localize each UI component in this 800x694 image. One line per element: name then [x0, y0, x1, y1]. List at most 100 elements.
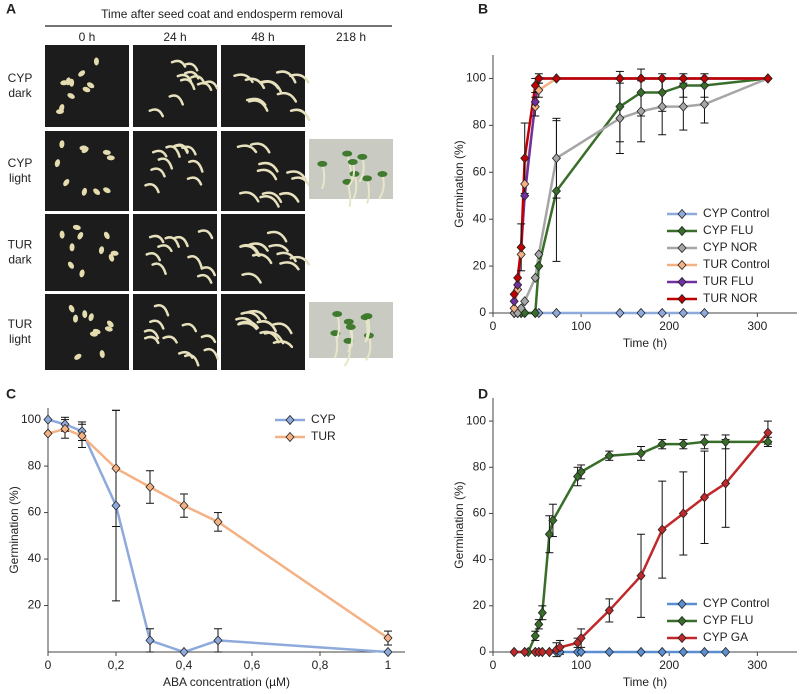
- seedling: [181, 145, 197, 156]
- row-label: TUR: [8, 238, 33, 252]
- seedling: [238, 191, 260, 203]
- marker: [509, 303, 519, 314]
- row-label: dark: [8, 86, 32, 100]
- seedling: [247, 99, 269, 112]
- seedling: [200, 334, 217, 344]
- row-label: dark: [8, 253, 32, 267]
- marker: [548, 515, 558, 526]
- legend-label: CYP NOR: [703, 240, 758, 254]
- seedling: [143, 329, 160, 340]
- seedling: [173, 235, 189, 248]
- legend-marker: [677, 225, 687, 237]
- x-axis-label: Time (h): [623, 336, 667, 350]
- marker: [615, 101, 625, 112]
- marker: [615, 307, 625, 319]
- column-label: 0 h: [79, 30, 96, 44]
- marker: [43, 414, 53, 425]
- marker: [636, 106, 646, 117]
- seedling: [203, 347, 219, 360]
- x-tick-label: 200: [659, 658, 679, 672]
- y-tick-label: 100: [466, 71, 486, 85]
- seedling: [149, 319, 165, 330]
- x-tick-label: 300: [747, 658, 767, 672]
- marker: [721, 436, 731, 447]
- seed: [81, 187, 88, 196]
- y-axis-label: Germination (%): [7, 486, 21, 573]
- marker: [530, 272, 540, 283]
- seed: [93, 57, 99, 66]
- seedling: [233, 73, 254, 84]
- x-tick-label: 0,4: [176, 658, 193, 672]
- x-tick-label: 0: [490, 658, 497, 672]
- marker: [534, 619, 544, 630]
- seedling: [258, 80, 280, 90]
- seed: [67, 261, 75, 269]
- panel-label: B: [478, 1, 488, 17]
- x-axis-label: Time (h): [623, 675, 667, 689]
- seedling: [151, 149, 168, 158]
- column-label: 48 h: [251, 30, 274, 44]
- marker: [636, 570, 646, 581]
- marker: [699, 307, 710, 319]
- seedling: [197, 229, 214, 240]
- legend-marker: [677, 615, 687, 627]
- seed: [74, 353, 82, 360]
- seedling: [289, 108, 311, 122]
- marker: [60, 423, 70, 435]
- seedling: [145, 252, 161, 262]
- seedling: [259, 194, 280, 208]
- marker: [213, 516, 223, 527]
- seedling: [168, 94, 184, 106]
- y-axis-label: Germination (%): [452, 481, 466, 568]
- y-axis-label: Germination (%): [452, 140, 466, 227]
- row-label: CYP: [8, 71, 33, 85]
- y-tick-label: 60: [473, 164, 487, 178]
- leaf: [332, 311, 343, 318]
- marker: [699, 492, 710, 503]
- seed: [110, 250, 119, 256]
- marker: [544, 646, 554, 658]
- seedling: [236, 144, 258, 154]
- y-tick-label: 20: [28, 598, 42, 612]
- marker: [615, 113, 625, 124]
- seed: [86, 82, 95, 89]
- marker: [509, 289, 519, 300]
- legend-marker: [677, 259, 687, 271]
- marker: [699, 99, 710, 110]
- x-tick-label: 0,6: [244, 658, 261, 672]
- marker: [636, 307, 646, 319]
- y-tick-label: 80: [473, 459, 487, 473]
- marker: [555, 642, 565, 653]
- marker: [657, 646, 667, 658]
- marker: [534, 249, 544, 260]
- seedling: [177, 350, 194, 359]
- marker: [699, 80, 710, 91]
- seedling: [162, 335, 178, 344]
- seedling: [240, 311, 261, 321]
- seedling: [258, 161, 279, 173]
- marker: [678, 101, 688, 112]
- seedling: [150, 167, 166, 178]
- marker: [509, 296, 519, 307]
- seedling: [144, 183, 160, 194]
- marker: [604, 646, 614, 658]
- photo: [133, 294, 217, 370]
- legend-marker: [677, 598, 687, 610]
- seedling: [279, 261, 300, 271]
- seedling: [241, 272, 262, 284]
- marker: [530, 630, 540, 641]
- leaf: [347, 159, 358, 166]
- marker: [145, 481, 155, 493]
- y-tick-label: 80: [28, 458, 42, 472]
- seedling: [182, 62, 199, 72]
- marker: [576, 646, 586, 658]
- seedling: [256, 320, 278, 333]
- seed: [82, 310, 88, 319]
- marker: [43, 428, 53, 439]
- photo: [45, 294, 129, 370]
- legend-marker: [677, 632, 687, 644]
- seed: [82, 86, 91, 93]
- marker: [678, 439, 688, 450]
- seedling: [153, 303, 170, 317]
